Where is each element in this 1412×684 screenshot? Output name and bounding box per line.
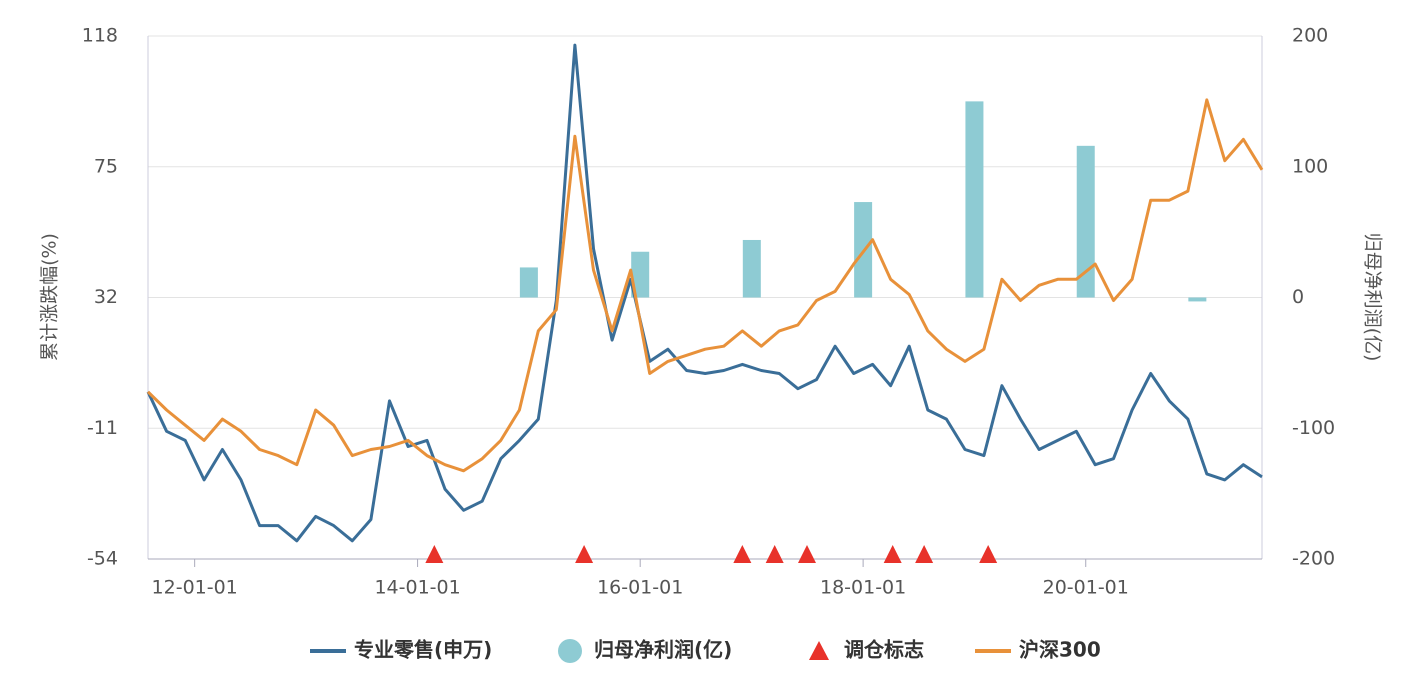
marker [575, 545, 594, 563]
legend-swatch [809, 641, 829, 660]
bar [742, 239, 761, 298]
marker [733, 545, 752, 563]
x-tick-label: 14-01-01 [374, 577, 460, 599]
y2-tick-label: 0 [1292, 286, 1304, 308]
marker [765, 545, 784, 563]
bar [1188, 297, 1207, 302]
legend-label: 沪深300 [1019, 638, 1101, 662]
legend-label: 调仓标志 [844, 638, 924, 662]
y-tick-label: 75 [94, 155, 118, 177]
y-tick-label: -54 [87, 548, 118, 570]
marker [425, 545, 444, 563]
legend: 专业零售(申万) 归母净利润(亿) 调仓标志 沪深300 [310, 638, 1101, 663]
y-axis-label: 累计涨跌幅(%) [39, 233, 61, 361]
y2-tick-label: -200 [1292, 548, 1335, 570]
marker [798, 545, 817, 563]
y-tick-label: 118 [82, 25, 118, 47]
x-tick-label: 18-01-01 [820, 577, 906, 599]
line [146, 98, 1264, 473]
marker [979, 545, 998, 563]
x-tick-label: 16-01-01 [597, 577, 683, 599]
x-tick-label: 12-01-01 [152, 577, 238, 599]
y2-axis-label: 归母净利润(亿) [1362, 233, 1384, 362]
bar [519, 267, 538, 298]
line [146, 43, 1263, 543]
legend-swatch [558, 639, 582, 663]
legend-label: 专业零售(申万) [354, 638, 492, 662]
y2-tick-label: -100 [1292, 417, 1335, 439]
bar [965, 101, 984, 298]
y2-tick-label: 100 [1292, 155, 1328, 177]
marker [883, 545, 902, 563]
bar [1076, 145, 1095, 298]
bar [631, 251, 650, 298]
y2-tick-label: 200 [1292, 25, 1328, 47]
y-tick-label: -11 [87, 417, 118, 439]
legend-label: 归母净利润(亿) [594, 638, 732, 662]
marker [915, 545, 934, 563]
y-tick-label: 32 [94, 286, 118, 308]
x-tick-label: 20-01-01 [1043, 577, 1129, 599]
